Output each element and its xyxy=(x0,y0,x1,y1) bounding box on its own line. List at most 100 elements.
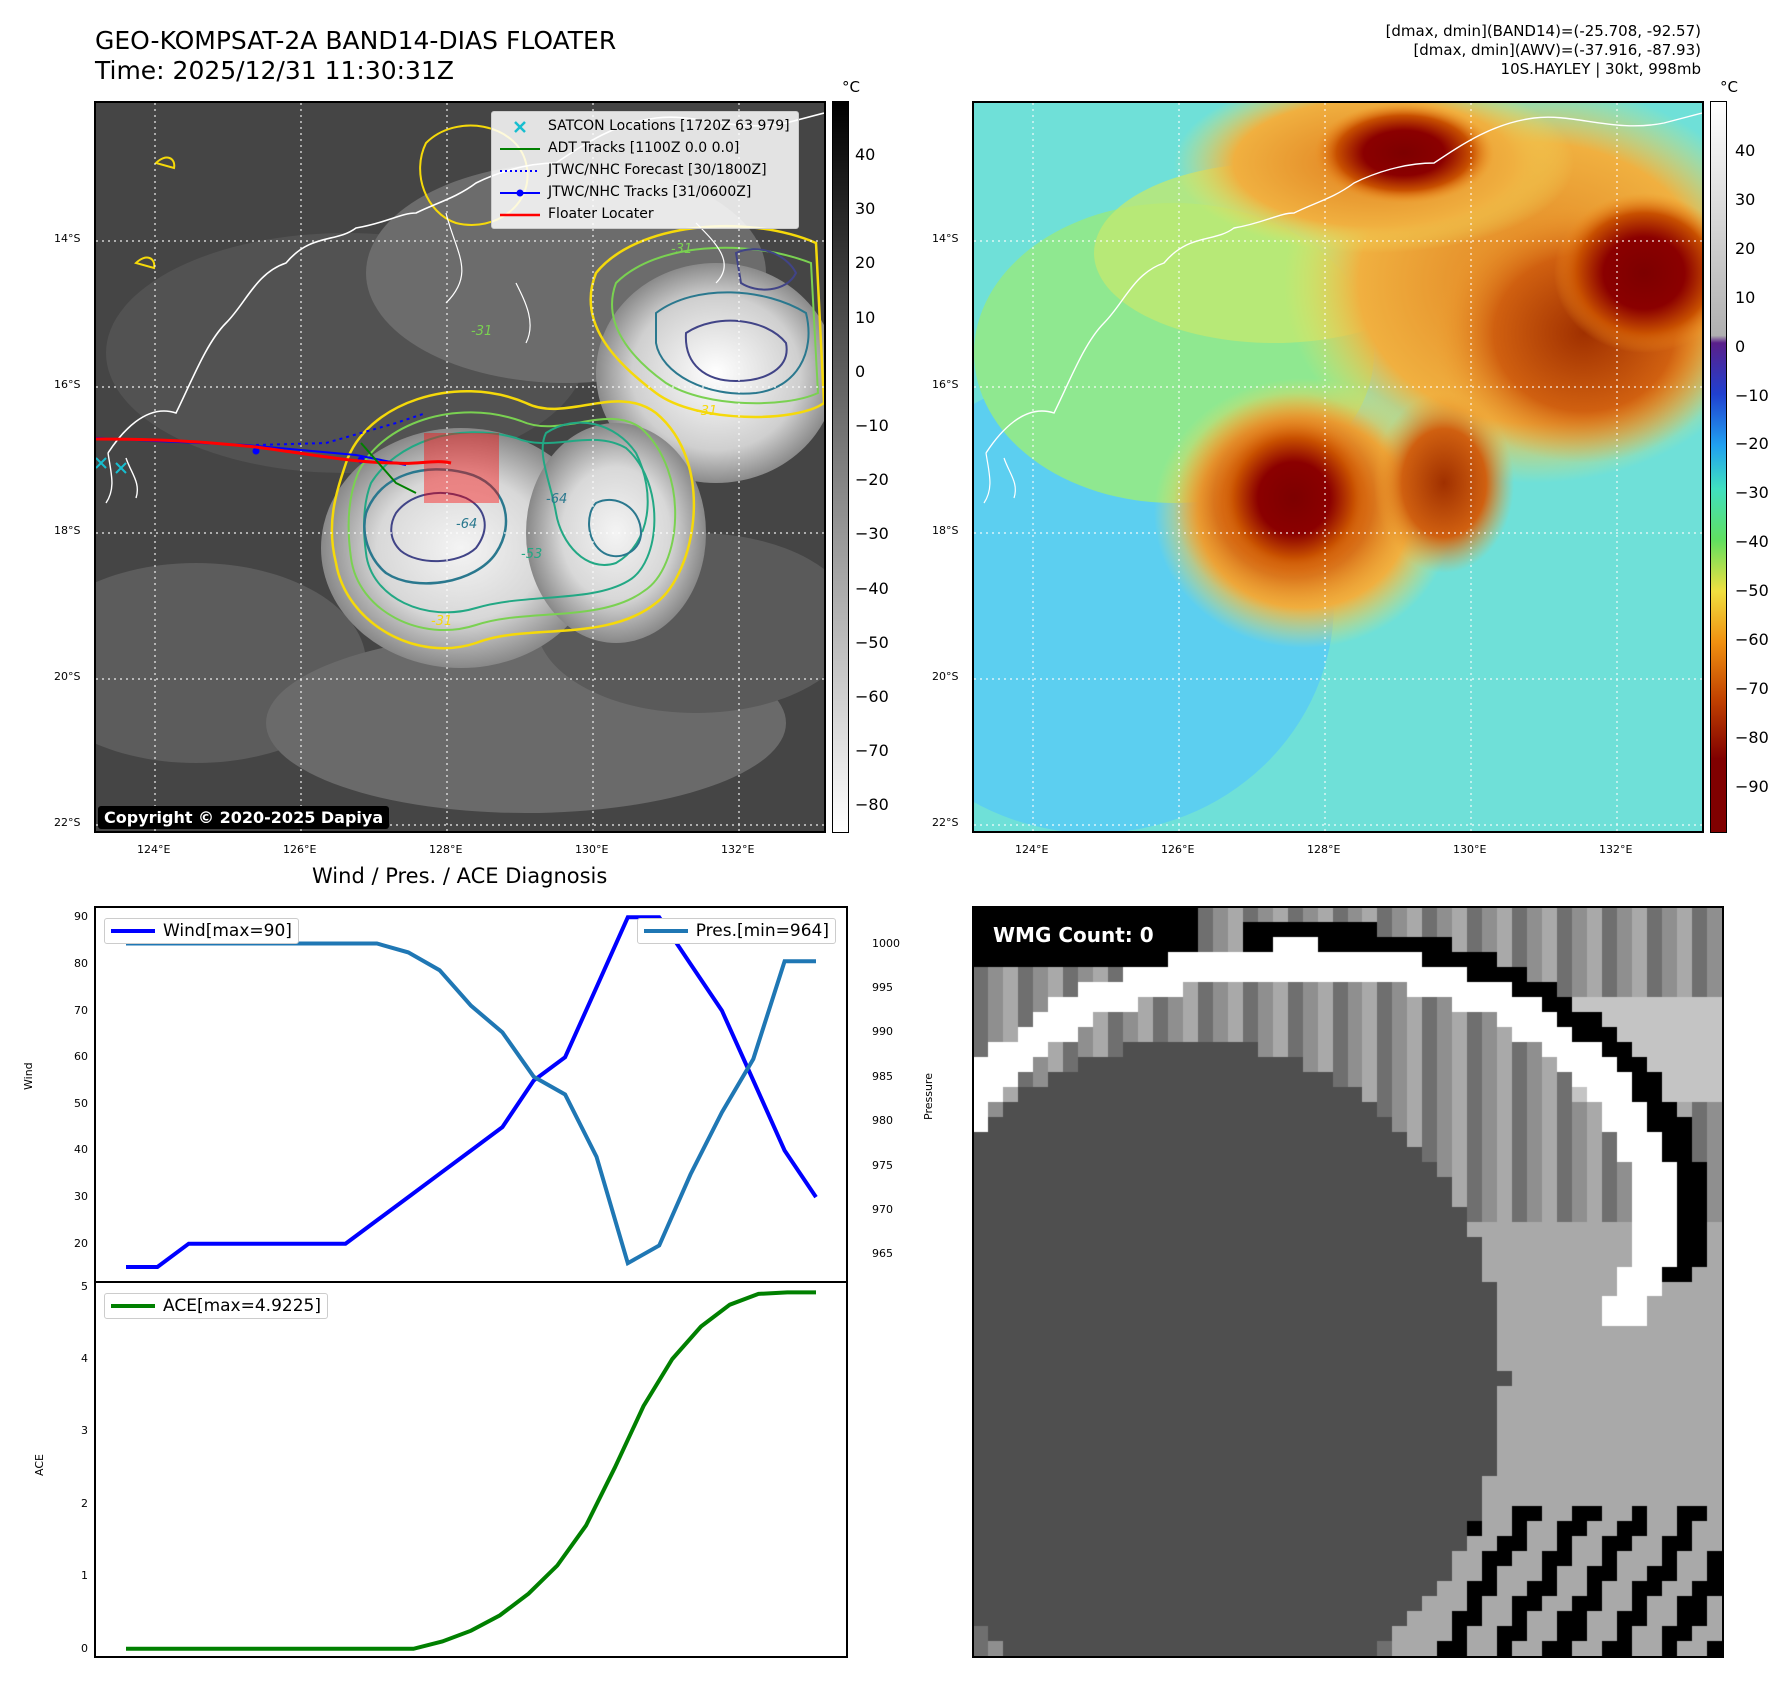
copyright-badge: Copyright © 2020-2025 Dapiya xyxy=(98,806,390,829)
floater-line-icon xyxy=(500,207,540,221)
pressure-axis-tick: 975 xyxy=(872,1158,893,1172)
lon-tick: 130°E xyxy=(1453,843,1487,856)
wmg-pixel-grid xyxy=(974,908,1722,1656)
wind-legend: Wind[max=90] xyxy=(104,918,299,944)
colorbar-right-tick: −80 xyxy=(1735,727,1769,747)
contour-label: -64 xyxy=(546,492,567,507)
lon-tick: 128°E xyxy=(429,843,463,856)
track-point xyxy=(252,447,260,455)
lon-tick: 124°E xyxy=(137,843,171,856)
lat-tick: 22°S xyxy=(932,816,959,829)
pressure-axis-tick: 980 xyxy=(872,1114,893,1128)
colorbar-left-tick: −30 xyxy=(855,524,889,544)
colorbar-right-tick: 40 xyxy=(1735,141,1756,160)
colorbar-left-tick: 40 xyxy=(855,145,876,164)
colorbar-left xyxy=(832,101,849,833)
wind-axis-tick: 60 xyxy=(74,1050,88,1064)
colorbar-right-tick: 30 xyxy=(1735,189,1756,209)
pressure-axis-tick: 965 xyxy=(872,1247,893,1261)
legend-tracks: JTWC/NHC Tracks [31/0600Z] xyxy=(500,181,790,203)
colorbar-right-tick: −20 xyxy=(1735,434,1769,454)
colorbar-left-tick: −80 xyxy=(855,795,889,815)
wind-pres-plot xyxy=(126,915,818,1269)
ace-axis-tick: 4 xyxy=(81,1352,88,1366)
colorbar-left-tick: −10 xyxy=(855,416,889,435)
colorbar-left-tick: 10 xyxy=(855,307,876,327)
pressure-axis-tick: 970 xyxy=(872,1202,893,1216)
wind-axis-label: Wind xyxy=(22,1062,35,1090)
wind-legend-label: Wind[max=90] xyxy=(163,921,292,941)
lat-tick: 18°S xyxy=(932,524,959,537)
ace-axis-tick: 5 xyxy=(81,1279,88,1293)
colorbar-right-tick: 0 xyxy=(1735,336,1746,356)
colorbar-right-tick: −70 xyxy=(1735,678,1769,698)
wind-axis-tick: 80 xyxy=(74,956,88,970)
pressure-axis-tick: 1000 xyxy=(872,936,900,950)
ace-axis-tick: 0 xyxy=(81,1641,88,1655)
wind-axis-tick: 40 xyxy=(74,1143,88,1157)
satcon-marker-icon xyxy=(500,119,540,133)
lat-tick: 16°S xyxy=(932,378,959,391)
wind-legend-line-icon xyxy=(111,929,155,933)
contour-label: -31 xyxy=(671,242,692,257)
lon-tick: 126°E xyxy=(1161,843,1195,856)
pressure-axis-tick: 985 xyxy=(872,1069,893,1083)
legend-tracks-label: JTWC/NHC Tracks [31/0600Z] xyxy=(548,184,752,200)
lon-tick: 124°E xyxy=(1015,843,1049,856)
colorbar-left-tick: 20 xyxy=(855,253,876,273)
legend-floater: Floater Locater xyxy=(500,203,790,225)
colorbar-right-tick: 20 xyxy=(1735,238,1756,258)
wind-axis-tick: 90 xyxy=(74,910,88,924)
pres-legend: Pres.[min=964] xyxy=(636,918,836,944)
colorbar-right-tick: −10 xyxy=(1735,385,1769,405)
ace-legend: ACE[max=4.9225] xyxy=(104,1293,328,1319)
wind-pres-panel: Wind[max=90] Pres.[min=964] xyxy=(94,906,848,1283)
forecast-line-icon xyxy=(500,163,540,177)
legend-satcon-label: SATCON Locations [1720Z 63 979] xyxy=(548,118,790,134)
ace-axis-tick: 3 xyxy=(81,1424,88,1438)
wind-axis-tick: 20 xyxy=(74,1236,88,1250)
lon-tick: 130°E xyxy=(575,843,609,856)
lon-tick: 132°E xyxy=(721,843,755,856)
info-block: [dmax, dmin](BAND14)=(-25.708, -92.57) [… xyxy=(1386,22,1701,79)
ace-plot xyxy=(126,1290,816,1651)
adt-line-icon xyxy=(500,141,540,155)
band14-map: -31 -31 -64 -64 -53 -31 -31 SATCON Locat… xyxy=(94,101,826,833)
wind-axis-tick: 50 xyxy=(74,1096,88,1110)
legend-floater-label: Floater Locater xyxy=(548,206,654,222)
figure-title: GEO-KOMPSAT-2A BAND14-DIAS FLOATER xyxy=(95,26,617,55)
ace-panel: ACE[max=4.9225] xyxy=(94,1281,848,1658)
lat-tick: 16°S xyxy=(54,378,81,391)
contour-label: -31 xyxy=(471,324,492,339)
ace-axis-tick: 1 xyxy=(81,1569,88,1583)
awv-map xyxy=(972,101,1704,833)
contour-label: -31 xyxy=(431,614,452,629)
colorbar-left-tick: −20 xyxy=(855,470,889,490)
colorbar-right-tick: −50 xyxy=(1735,581,1769,601)
colorbar-left-tick: −70 xyxy=(855,741,889,761)
pressure-axis-tick: 995 xyxy=(872,980,893,994)
lat-tick: 20°S xyxy=(54,670,81,683)
info-storm: 10S.HAYLEY | 30kt, 998mb xyxy=(1500,60,1701,78)
info-awv: [dmax, dmin](AWV)=(-37.916, -87.93) xyxy=(1413,41,1701,59)
lon-tick: 132°E xyxy=(1599,843,1633,856)
wind-series-line xyxy=(126,915,818,1269)
ace-legend-line-icon xyxy=(111,1304,155,1308)
colorbar-right-tick: −90 xyxy=(1735,776,1769,796)
wmg-map: WMG Count: 0 xyxy=(972,906,1724,1658)
colorbar-left-unit: °C xyxy=(842,78,860,96)
colorbar-left-tick: −60 xyxy=(855,687,889,706)
lon-tick: 126°E xyxy=(283,843,317,856)
awv-map-layer xyxy=(974,103,1702,831)
colorbar-right-unit: °C xyxy=(1720,78,1738,96)
tracks-line-icon xyxy=(500,185,540,199)
pressure-series-line xyxy=(126,941,816,1267)
wmg-count-badge: WMG Count: 0 xyxy=(986,920,1161,950)
ace-series-line xyxy=(126,1290,816,1651)
legend-adt-label: ADT Tracks [1100Z 0.0 0.0] xyxy=(548,140,740,156)
lat-tick: 22°S xyxy=(54,816,81,829)
ace-legend-label: ACE[max=4.9225] xyxy=(163,1296,321,1316)
lat-tick: 18°S xyxy=(54,524,81,537)
ace-axis-label: ACE xyxy=(33,1454,46,1476)
colorbar-right-tick: −30 xyxy=(1735,483,1769,503)
